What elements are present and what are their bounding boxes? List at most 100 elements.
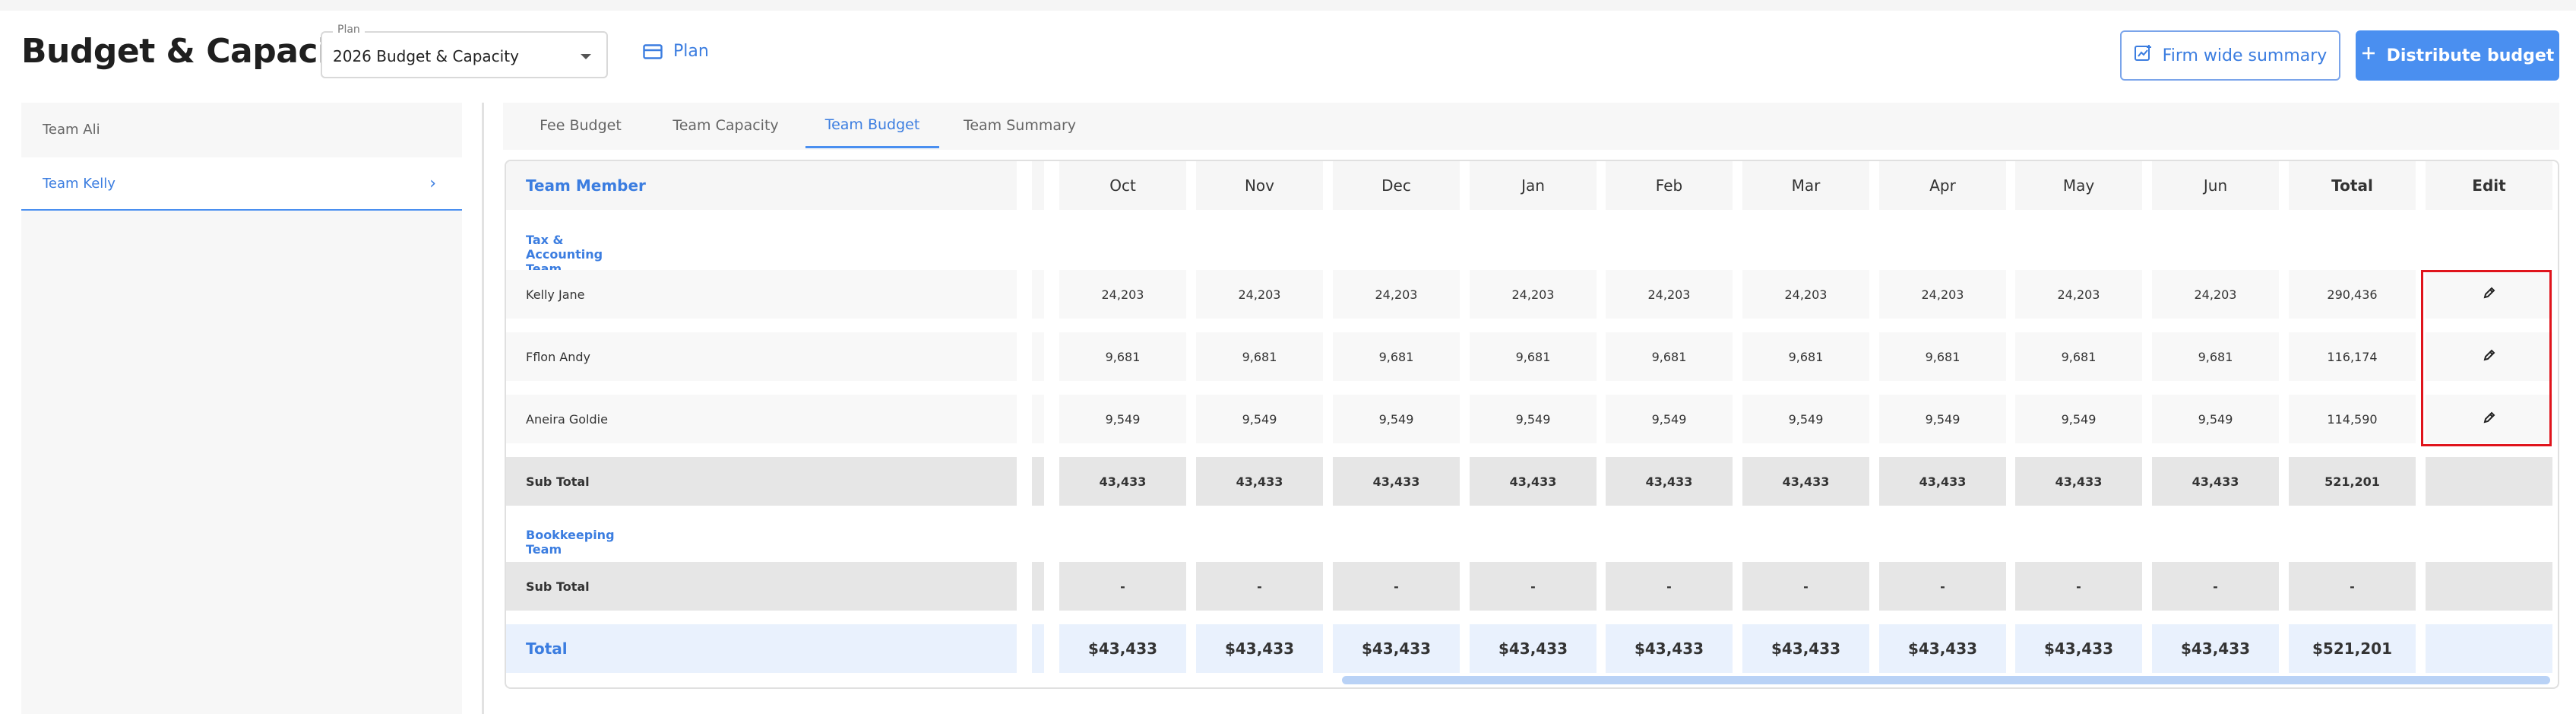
tab-team-budget[interactable]: Team Budget	[805, 103, 939, 148]
subtotal-cell: -	[1879, 562, 2006, 611]
sidebar-item-team-ali[interactable]: Team Ali	[21, 103, 462, 156]
table-cell: 9,549	[1333, 395, 1460, 443]
column-stub	[1032, 562, 1044, 611]
plan-select-legend: Plan	[333, 24, 365, 36]
table-cell: 24,203	[2015, 270, 2142, 319]
column-header: Dec	[1333, 161, 1460, 210]
total-cell: $43,433	[1742, 624, 1869, 673]
table-cell: 9,549	[1059, 395, 1186, 443]
column-stub	[1032, 270, 1044, 319]
edit-row-button[interactable]	[2426, 332, 2552, 381]
plan-link[interactable]: Plan	[643, 42, 709, 61]
tab-bar: Fee Budget Team Capacity Team Budget Tea…	[503, 103, 2559, 150]
column-stub	[1032, 395, 1044, 443]
column-stub	[1032, 161, 1044, 210]
firm-wide-summary-button[interactable]: Firm wide summary	[2120, 30, 2340, 81]
total-label: Total	[506, 624, 1017, 673]
table-cell: 24,203	[1742, 270, 1869, 319]
total-cell: $43,433	[1059, 624, 1186, 673]
column-header: Nov	[1196, 161, 1323, 210]
column-header: Mar	[1742, 161, 1869, 210]
total-cell: $43,433	[1606, 624, 1733, 673]
tab-label: Team Summary	[963, 117, 1077, 134]
edit-column-highlight	[2421, 270, 2552, 446]
subtotal-cell: 43,433	[1470, 457, 1597, 506]
table-cell: 24,203	[1470, 270, 1597, 319]
table-cell: 9,681	[1333, 332, 1460, 381]
table-cell: 9,549	[1606, 395, 1733, 443]
horizontal-scrollbar[interactable]	[1342, 676, 2550, 684]
plan-select[interactable]: Plan 2026 Budget & Capacity	[321, 24, 608, 78]
subtotal-cell: -	[1742, 562, 1869, 611]
table-cell: 9,549	[1742, 395, 1869, 443]
total-cell: $521,201	[2289, 624, 2416, 673]
edit-row-button[interactable]	[2426, 270, 2552, 319]
subtotal-cell: -	[1333, 562, 1460, 611]
total-cell: $43,433	[1196, 624, 1323, 673]
table-cell: 9,681	[1879, 332, 2006, 381]
table-cell: 9,681	[2152, 332, 2279, 381]
panel-divider	[482, 103, 484, 714]
group-label: Tax & Accounting Team	[526, 233, 603, 276]
subtotal-cell: 43,433	[1196, 457, 1323, 506]
subtotal-cell: 43,433	[1742, 457, 1869, 506]
total-cell: $43,433	[2015, 624, 2142, 673]
table-cell: 24,203	[1196, 270, 1323, 319]
tab-label: Team Capacity	[672, 117, 779, 134]
table-cell: 290,436	[2289, 270, 2416, 319]
subtotal-cell: 43,433	[1333, 457, 1460, 506]
column-stub	[1032, 457, 1044, 506]
subtotal-cell: -	[2152, 562, 2279, 611]
table-cell: 24,203	[1606, 270, 1733, 319]
table-cell: 9,549	[2152, 395, 2279, 443]
pencil-icon	[2483, 348, 2496, 365]
subtotal-cell: -	[1606, 562, 1733, 611]
table-cell: 24,203	[1879, 270, 2006, 319]
total-cell: $43,433	[1879, 624, 2006, 673]
plan-link-label: Plan	[673, 42, 709, 61]
column-stub	[1032, 332, 1044, 381]
team-budget-table: Team Member Oct Nov Dec Jan Feb Mar Apr May Jun To…	[505, 160, 2559, 689]
card-icon	[643, 43, 663, 59]
table-cell: 9,681	[1196, 332, 1323, 381]
column-header: Apr	[1879, 161, 2006, 210]
tab-team-summary[interactable]: Team Summary	[959, 103, 1081, 148]
table-cell: 9,681	[2015, 332, 2142, 381]
column-header: Feb	[1606, 161, 1733, 210]
distribute-budget-button[interactable]: Distribute budget	[2356, 30, 2559, 81]
plan-select-value: 2026 Budget & Capacity	[333, 47, 519, 65]
member-name: Fflon Andy	[506, 332, 1017, 381]
sidebar-item-label: Team Ali	[43, 121, 100, 138]
column-header: Total	[2289, 161, 2416, 210]
pencil-icon	[2483, 411, 2496, 427]
tab-team-capacity[interactable]: Team Capacity	[658, 103, 793, 148]
pencil-icon	[2483, 286, 2496, 303]
table-cell: 9,549	[1879, 395, 2006, 443]
edit-row-button[interactable]	[2426, 395, 2552, 443]
subtotal-cell: -	[2015, 562, 2142, 611]
table-cell: 24,203	[1059, 270, 1186, 319]
tab-label: Team Budget	[824, 116, 920, 133]
page-title: Budget & Capacity	[21, 32, 366, 71]
subtotal-label: Sub Total	[506, 562, 1017, 611]
column-header: May	[2015, 161, 2142, 210]
plus-icon	[2361, 46, 2376, 65]
table-cell: 24,203	[2152, 270, 2279, 319]
member-name: Kelly Jane	[506, 270, 1017, 319]
tab-fee-budget[interactable]: Fee Budget	[533, 103, 628, 148]
subtotal-cell: -	[1059, 562, 1186, 611]
firm-wide-summary-label: Firm wide summary	[2162, 46, 2328, 65]
team-member-header: Team Member	[506, 161, 1017, 210]
column-header: Jan	[1470, 161, 1597, 210]
subtotal-label: Sub Total	[506, 457, 1017, 506]
table-cell: 114,590	[2289, 395, 2416, 443]
sidebar-item-team-kelly[interactable]: Team Kelly ›	[21, 157, 462, 211]
tab-label: Fee Budget	[540, 117, 622, 134]
subtotal-cell: 43,433	[2015, 457, 2142, 506]
table-cell: 9,549	[1196, 395, 1323, 443]
subtotal-edit-cell	[2426, 562, 2552, 611]
subtotal-cell: -	[1470, 562, 1597, 611]
total-cell: $43,433	[1470, 624, 1597, 673]
chart-report-icon	[2134, 44, 2152, 67]
chevron-right-icon: ›	[429, 174, 436, 193]
